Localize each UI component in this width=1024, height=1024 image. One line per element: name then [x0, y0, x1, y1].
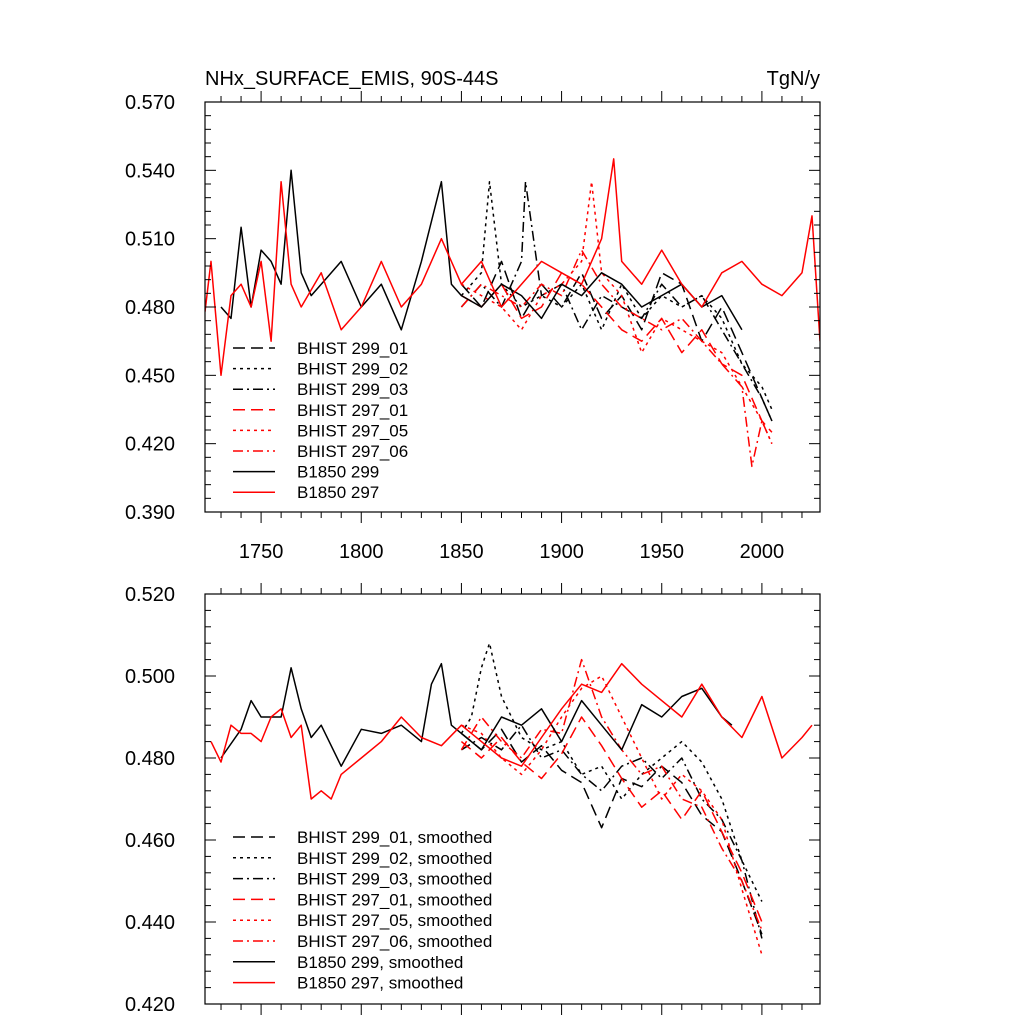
- legend-label: BHIST 297_05, smoothed: [297, 911, 492, 930]
- legend-label: B1850 299, smoothed: [297, 953, 463, 972]
- y-tick-label: 0.460: [125, 830, 175, 852]
- x-tick-label: 1900: [539, 541, 584, 563]
- series-line-1: [460, 642, 763, 902]
- series-line-6: [220, 169, 743, 331]
- top-panel-units: TgN/y: [767, 68, 820, 90]
- y-tick-label: 0.390: [125, 502, 175, 524]
- series-line-0: [460, 728, 763, 935]
- y-tick-label: 0.420: [125, 994, 175, 1016]
- series-line-5: [460, 658, 763, 931]
- y-tick-label: 0.440: [125, 912, 175, 934]
- series-line-3: [460, 716, 763, 923]
- y-tick-label: 0.570: [125, 92, 175, 114]
- x-tick-label: 1800: [339, 541, 384, 563]
- x-tick-label: 1950: [639, 541, 684, 563]
- series-lines: [210, 642, 813, 956]
- y-tick-label: 0.480: [125, 297, 175, 319]
- legend-label: BHIST 297_06, smoothed: [297, 932, 492, 951]
- series-line-5: [460, 249, 773, 468]
- legend-label: BHIST 299_01: [297, 339, 408, 358]
- legend-label: BHIST 299_03: [297, 380, 408, 399]
- legend-label: BHIST 299_02, smoothed: [297, 849, 492, 868]
- series-line-2: [460, 180, 773, 422]
- top-panel: NHx_SURFACE_EMIS, 90S-44S TgN/y 0.390 0.4…: [125, 68, 821, 563]
- series-line-0: [460, 260, 773, 422]
- y-tick-label: 0.500: [125, 666, 175, 688]
- legend: BHIST 299_01, smoothed BHIST 299_02, smoo…: [233, 828, 492, 993]
- x-tick-label: 2000: [740, 541, 785, 563]
- legend-label: B1850 297, smoothed: [297, 974, 463, 993]
- y-tick-label: 0.510: [125, 229, 175, 251]
- legend-label: B1850 297: [297, 483, 379, 502]
- y-tick-label: 0.450: [125, 365, 175, 387]
- series-line-3: [461, 272, 773, 433]
- legend-label: BHIST 297_01, smoothed: [297, 890, 492, 909]
- y-tick-label: 0.540: [125, 160, 175, 182]
- legend-label: BHIST 299_02: [297, 360, 408, 379]
- top-panel-title: NHx_SURFACE_EMIS, 90S-44S: [205, 68, 498, 90]
- series-line-7: [210, 662, 813, 800]
- y-tick-label: 0.480: [125, 748, 175, 770]
- series-line-1: [460, 180, 773, 410]
- series-line-2: [461, 724, 763, 939]
- plot-frame: [204, 593, 821, 1005]
- y-tick-label: 0.520: [125, 584, 175, 606]
- legend-label: BHIST 299_03, smoothed: [297, 870, 492, 889]
- series-line-4: [461, 180, 773, 445]
- legend-label: BHIST 297_06: [297, 442, 408, 461]
- series-line-7: [205, 158, 820, 377]
- x-tick-label: 1750: [239, 541, 284, 563]
- series-line-6: [220, 662, 733, 767]
- legend-label: B1850 299: [297, 463, 379, 482]
- legend-label: BHIST 297_01: [297, 401, 408, 420]
- y-tick-label: 0.420: [125, 434, 175, 456]
- series-lines: [205, 158, 820, 468]
- bottom-panel: 0.420 0.440 0.460 0.480 0.500 0.520 BHIST 299_…: [125, 583, 821, 1016]
- legend-label: BHIST 299_01, smoothed: [297, 828, 492, 847]
- legend-label: BHIST 297_05: [297, 421, 408, 440]
- x-tick-label: 1850: [439, 541, 484, 563]
